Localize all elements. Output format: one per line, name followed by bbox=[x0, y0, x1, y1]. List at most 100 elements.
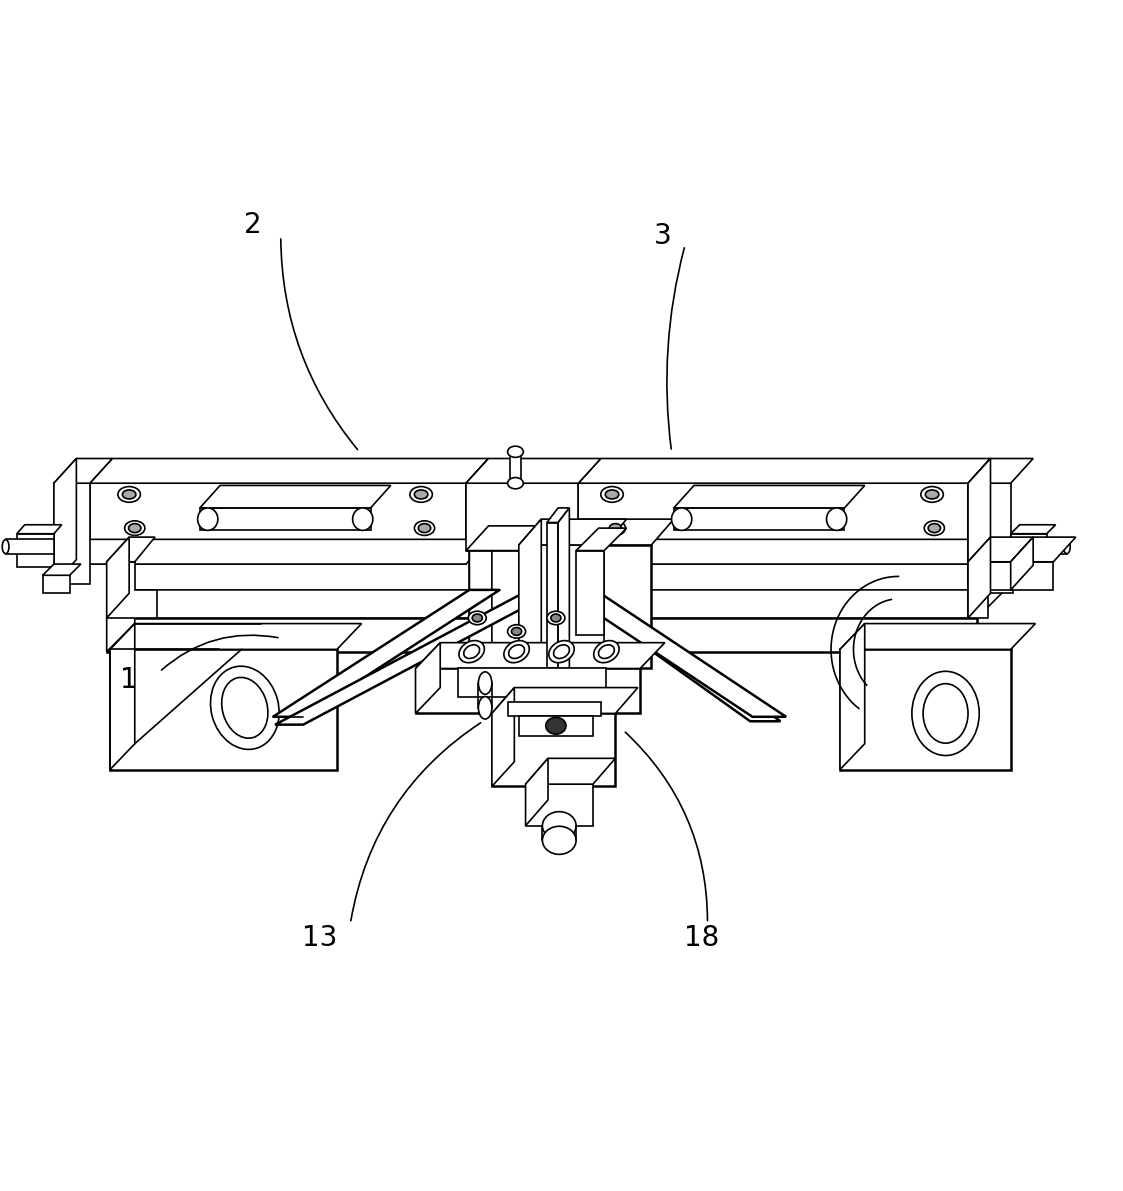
Ellipse shape bbox=[554, 644, 569, 659]
Ellipse shape bbox=[549, 641, 574, 662]
Polygon shape bbox=[968, 459, 990, 585]
Polygon shape bbox=[526, 784, 593, 825]
Polygon shape bbox=[17, 525, 62, 534]
Ellipse shape bbox=[546, 717, 566, 734]
Ellipse shape bbox=[221, 678, 268, 738]
Ellipse shape bbox=[410, 487, 432, 503]
Polygon shape bbox=[458, 668, 606, 697]
Ellipse shape bbox=[414, 520, 435, 536]
Polygon shape bbox=[469, 519, 674, 545]
Ellipse shape bbox=[923, 684, 968, 743]
Polygon shape bbox=[578, 484, 968, 545]
Polygon shape bbox=[578, 540, 990, 565]
Polygon shape bbox=[968, 459, 990, 545]
Ellipse shape bbox=[128, 524, 141, 532]
Polygon shape bbox=[986, 575, 1013, 593]
Ellipse shape bbox=[210, 666, 280, 749]
Polygon shape bbox=[54, 540, 489, 565]
Polygon shape bbox=[492, 687, 514, 786]
Polygon shape bbox=[90, 484, 466, 545]
Polygon shape bbox=[466, 459, 489, 545]
Polygon shape bbox=[674, 507, 844, 530]
Polygon shape bbox=[107, 590, 135, 651]
Ellipse shape bbox=[2, 540, 9, 554]
Polygon shape bbox=[1011, 534, 1047, 567]
Polygon shape bbox=[840, 649, 1011, 769]
Polygon shape bbox=[492, 713, 615, 786]
Ellipse shape bbox=[508, 447, 523, 457]
Polygon shape bbox=[273, 590, 500, 717]
Ellipse shape bbox=[464, 644, 480, 659]
Ellipse shape bbox=[353, 507, 373, 530]
Polygon shape bbox=[466, 459, 601, 484]
Ellipse shape bbox=[118, 487, 140, 503]
Polygon shape bbox=[17, 534, 54, 567]
Ellipse shape bbox=[468, 611, 486, 625]
Polygon shape bbox=[200, 507, 371, 530]
Polygon shape bbox=[510, 451, 521, 486]
Ellipse shape bbox=[928, 524, 941, 532]
Polygon shape bbox=[576, 528, 627, 550]
Polygon shape bbox=[6, 540, 54, 554]
Ellipse shape bbox=[478, 672, 492, 694]
Text: 1: 1 bbox=[120, 666, 138, 693]
Polygon shape bbox=[1011, 562, 1053, 590]
Ellipse shape bbox=[504, 641, 529, 662]
Ellipse shape bbox=[912, 672, 979, 755]
Polygon shape bbox=[1011, 537, 1033, 590]
Ellipse shape bbox=[125, 520, 145, 536]
Ellipse shape bbox=[508, 625, 526, 638]
Ellipse shape bbox=[1063, 540, 1070, 554]
Polygon shape bbox=[840, 624, 865, 769]
Text: 3: 3 bbox=[654, 223, 672, 250]
Polygon shape bbox=[107, 562, 157, 618]
Polygon shape bbox=[110, 624, 135, 769]
Polygon shape bbox=[508, 703, 601, 716]
Polygon shape bbox=[275, 579, 578, 724]
Ellipse shape bbox=[542, 812, 576, 840]
Ellipse shape bbox=[601, 487, 623, 503]
Polygon shape bbox=[466, 484, 578, 550]
Ellipse shape bbox=[827, 507, 847, 530]
Ellipse shape bbox=[550, 615, 560, 622]
Polygon shape bbox=[416, 668, 640, 713]
Polygon shape bbox=[469, 519, 492, 668]
Polygon shape bbox=[110, 649, 337, 769]
Polygon shape bbox=[43, 575, 70, 593]
Polygon shape bbox=[43, 565, 81, 575]
Ellipse shape bbox=[198, 507, 218, 530]
Polygon shape bbox=[578, 459, 990, 484]
Polygon shape bbox=[968, 562, 1011, 618]
Polygon shape bbox=[110, 624, 362, 649]
Ellipse shape bbox=[594, 641, 619, 662]
Polygon shape bbox=[1011, 537, 1076, 562]
Polygon shape bbox=[107, 537, 155, 562]
Polygon shape bbox=[469, 545, 651, 668]
Polygon shape bbox=[54, 545, 466, 565]
Polygon shape bbox=[547, 507, 569, 523]
Ellipse shape bbox=[414, 490, 428, 499]
Polygon shape bbox=[107, 537, 129, 618]
Text: 18: 18 bbox=[684, 924, 720, 952]
Polygon shape bbox=[54, 484, 90, 585]
Ellipse shape bbox=[511, 628, 521, 635]
Polygon shape bbox=[562, 590, 786, 717]
Ellipse shape bbox=[609, 524, 622, 532]
Polygon shape bbox=[54, 459, 76, 585]
Text: 2: 2 bbox=[244, 211, 262, 239]
Polygon shape bbox=[107, 618, 977, 651]
Polygon shape bbox=[968, 459, 1033, 484]
Polygon shape bbox=[526, 759, 548, 825]
Ellipse shape bbox=[508, 478, 523, 488]
Polygon shape bbox=[519, 716, 593, 736]
Polygon shape bbox=[107, 590, 1005, 618]
Ellipse shape bbox=[509, 644, 524, 659]
Ellipse shape bbox=[672, 507, 692, 530]
Ellipse shape bbox=[599, 644, 614, 659]
Polygon shape bbox=[840, 624, 1035, 649]
Ellipse shape bbox=[472, 615, 482, 622]
Polygon shape bbox=[578, 545, 968, 565]
Polygon shape bbox=[519, 519, 627, 545]
Polygon shape bbox=[968, 537, 1033, 562]
Polygon shape bbox=[558, 507, 569, 668]
